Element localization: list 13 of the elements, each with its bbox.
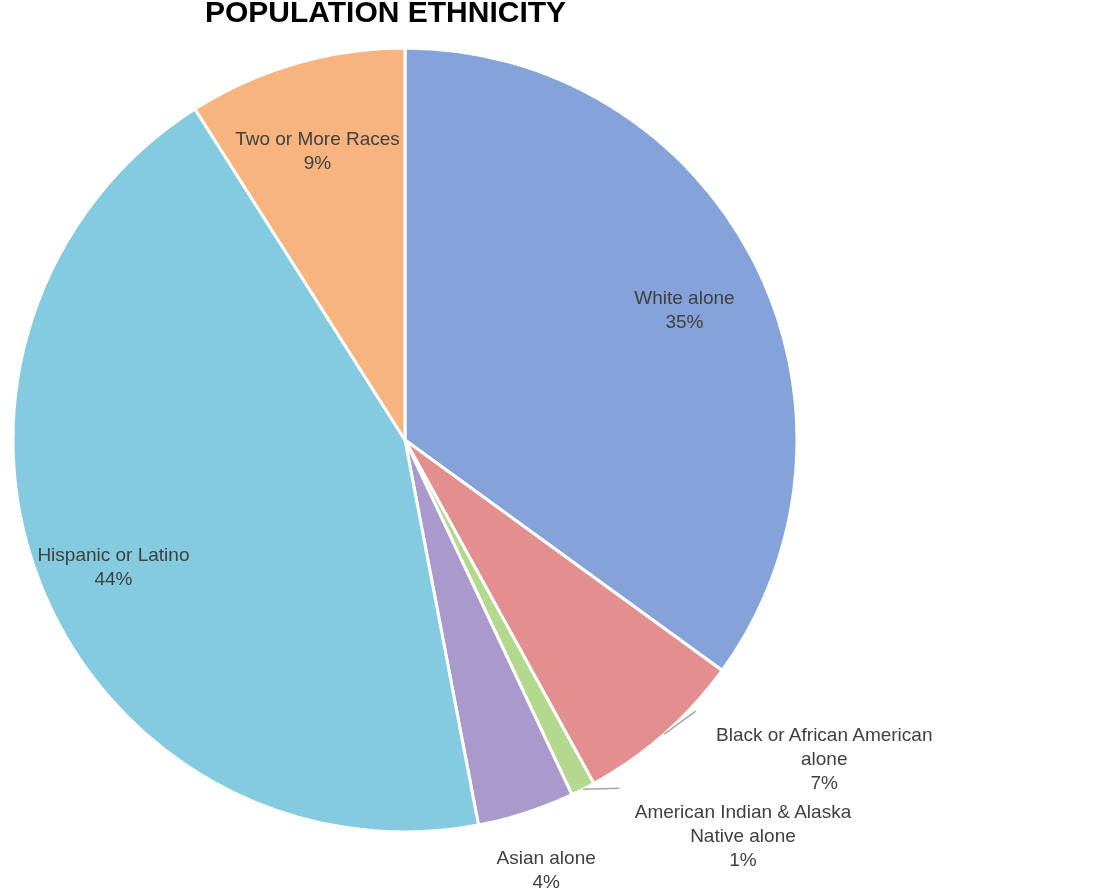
data-label: 44% bbox=[94, 568, 133, 590]
slice-label: Two or More Races bbox=[235, 127, 400, 149]
slice-label: White alone bbox=[634, 286, 735, 308]
slice-label: Asian alone bbox=[496, 846, 596, 868]
data-label: 4% bbox=[532, 870, 560, 892]
chart-title: POPULATION ETHNICITY bbox=[205, 0, 567, 28]
data-label: 9% bbox=[303, 151, 332, 173]
data-label: 1% bbox=[729, 849, 757, 871]
data-label: 7% bbox=[810, 772, 839, 794]
slice-label: Black or African American alone bbox=[715, 724, 933, 770]
slice-label: American Indian & Alaska Native alone bbox=[634, 801, 852, 847]
slice-label: Hispanic or Latino bbox=[37, 544, 190, 566]
data-label: 35% bbox=[665, 310, 704, 332]
